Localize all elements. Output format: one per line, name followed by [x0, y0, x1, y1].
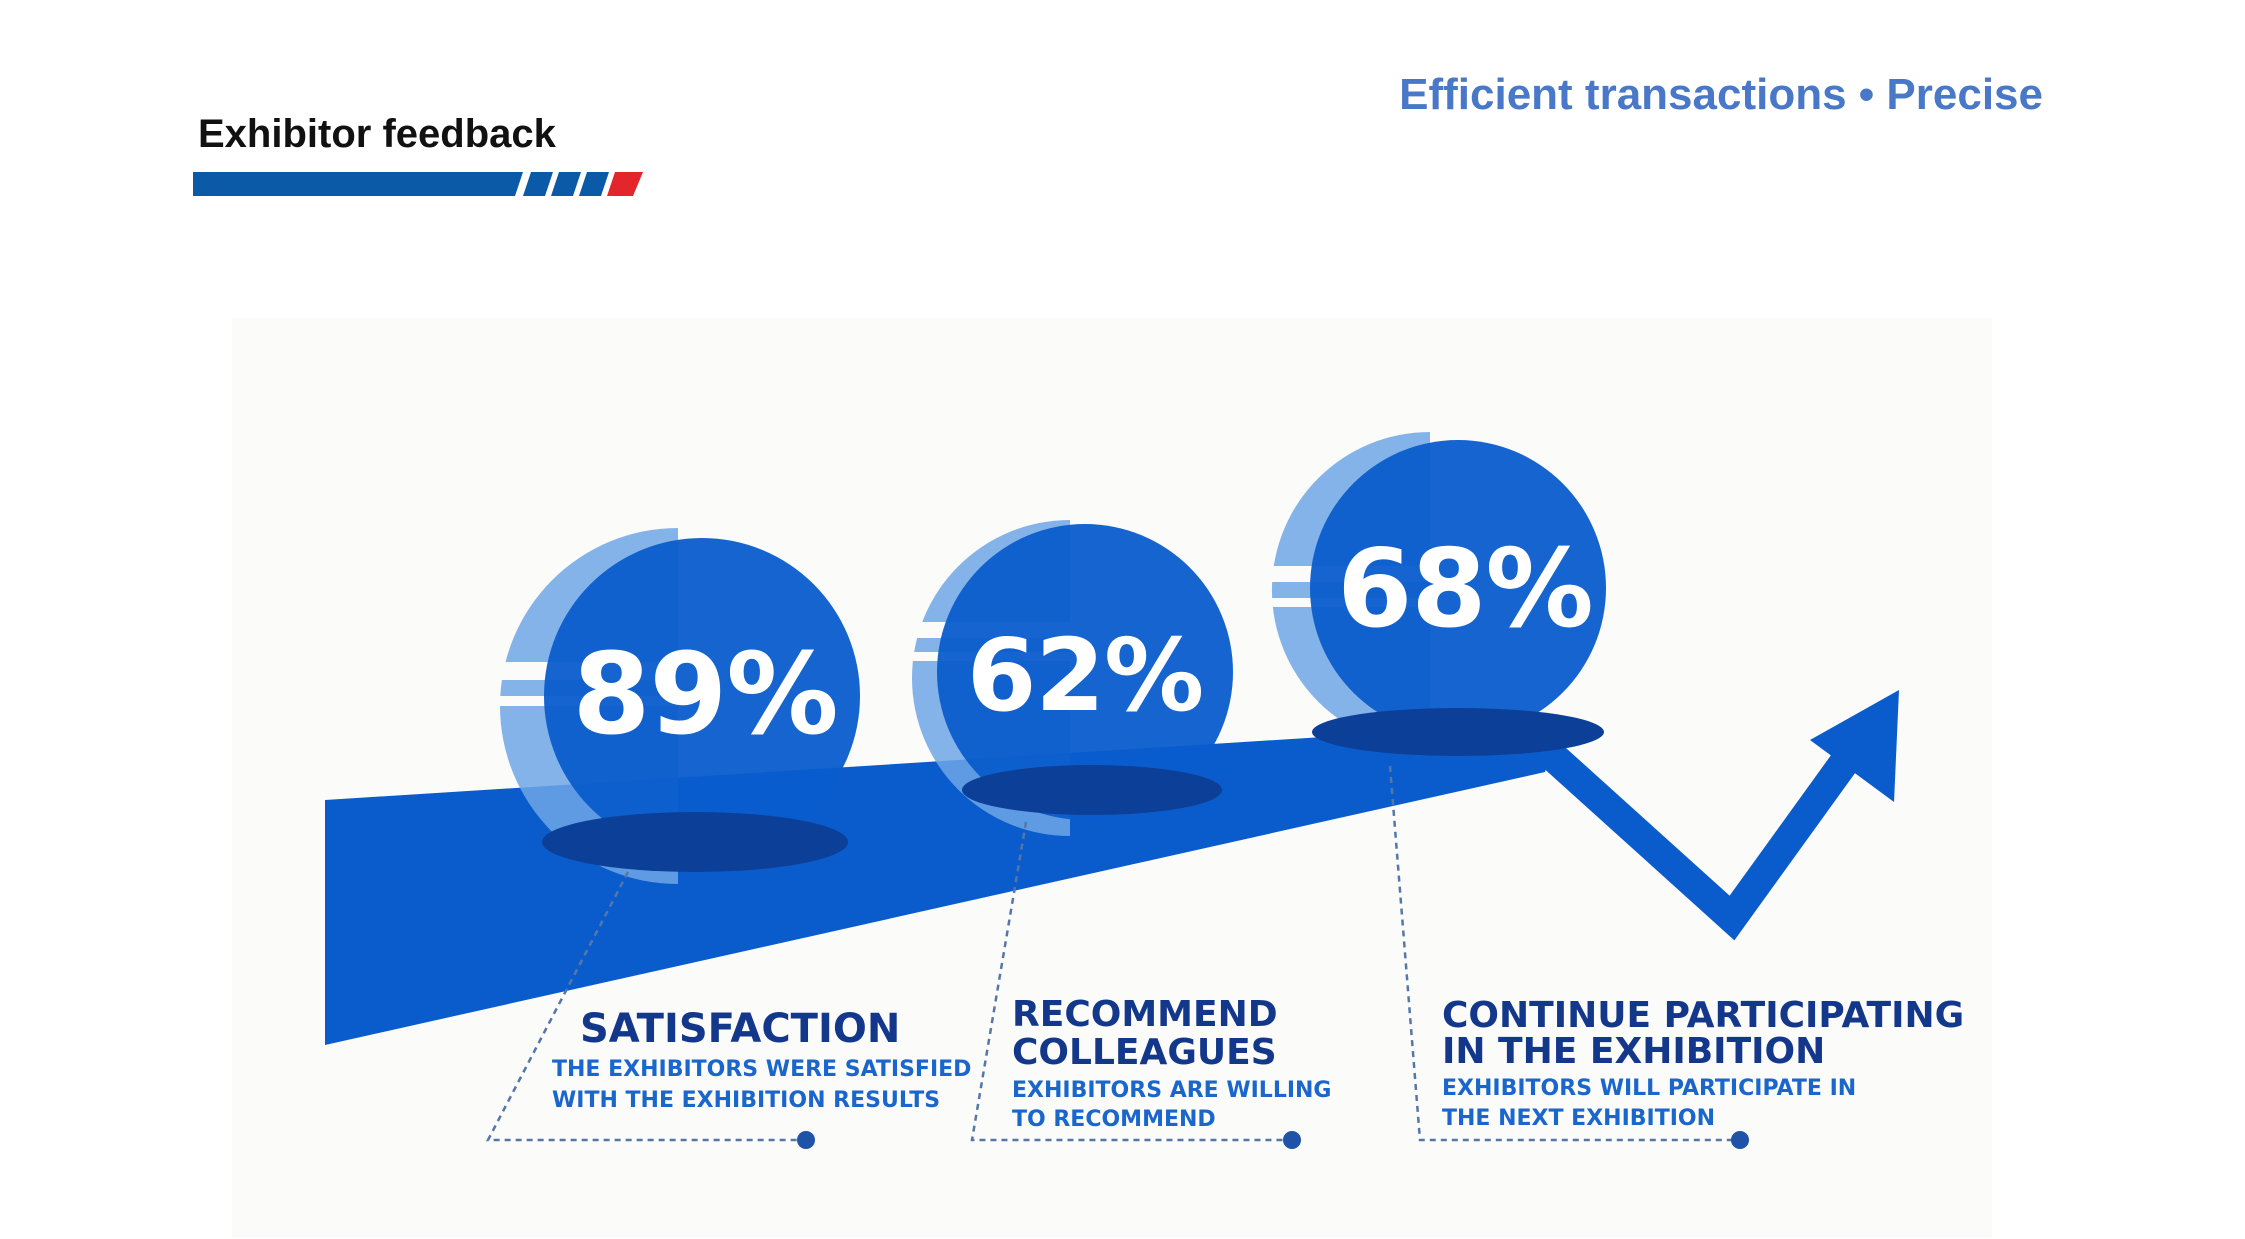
stat-label-recommend: RECOMMEND COLLEAGUES EXHIBITORS ARE WILL… [1012, 996, 1332, 1134]
stat-bubble-continue [1265, 432, 1606, 756]
trend-arrow-head [1810, 690, 1899, 802]
stat-value-continue: 68% [1337, 527, 1594, 652]
connector-dot [797, 1131, 815, 1149]
stat-title: RECOMMEND COLLEAGUES [1012, 994, 1278, 1073]
stat-description: EXHIBITORS WILL PARTICIPATE IN THE NEXT … [1442, 1076, 1857, 1131]
stat-bubble-recommend [905, 520, 1233, 836]
page-title: Exhibitor feedback [198, 112, 556, 156]
stat-value-satisfaction: 89% [572, 630, 838, 760]
title-underline-bar [193, 172, 643, 196]
connector-dot [1283, 1131, 1301, 1149]
stat-title: SATISFACTION [580, 1006, 901, 1052]
connector-dot [1731, 1131, 1749, 1149]
stat-label-satisfaction: SATISFACTION THE EXHIBITORS WERE SATISFI… [552, 1008, 971, 1116]
stat-title: CONTINUE PARTICIPATING IN THE EXHIBITION [1442, 995, 1965, 1072]
stat-value-recommend: 62% [966, 617, 1204, 734]
stat-description: EXHIBITORS ARE WILLING TO RECOMMEND [1012, 1078, 1332, 1132]
stat-bubble-satisfaction [495, 528, 860, 884]
connector-lines [485, 765, 1738, 1142]
trend-arrow-line [1537, 740, 1859, 941]
stat-label-continue: CONTINUE PARTICIPATING IN THE EXHIBITION… [1442, 998, 1964, 1134]
stat-description: THE EXHIBITORS WERE SATISFIED WITH THE E… [552, 1057, 972, 1113]
tagline: Efficient transactions • Precise [1399, 70, 2043, 119]
